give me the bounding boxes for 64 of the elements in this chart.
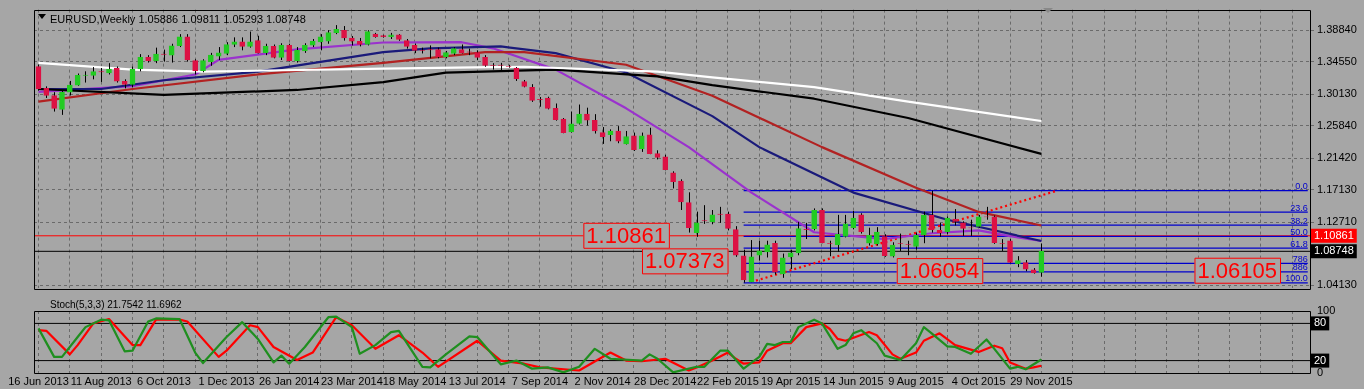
x-tick-label: 29 Nov 2015 (1010, 374, 1073, 387)
ref-line-label: 1.08748 (1314, 244, 1354, 257)
candlestick (811, 207, 817, 231)
y-tick-label: 1.12710 (1317, 215, 1357, 228)
x-tick-label: 7 Sep 2014 (511, 374, 569, 387)
series-label: 886 (1292, 262, 1308, 273)
candlestick (921, 211, 927, 244)
x-tick-label: 9 Aug 2015 (888, 374, 944, 387)
candlestick (631, 132, 637, 152)
x-tick-label: 19 Apr 2015 (760, 374, 821, 387)
candlestick (874, 226, 880, 247)
y-tick-label: 1.30130 (1317, 87, 1357, 100)
series-label: 100.0 (1285, 273, 1308, 284)
ref-line-label: 80 (1314, 316, 1327, 329)
candlestick (638, 132, 645, 153)
candlestick (591, 113, 598, 135)
series-label: 786 (1292, 253, 1308, 264)
series-label: 23.6 (1290, 202, 1308, 213)
annotation: 1.10861 (586, 222, 666, 248)
x-tick-label: 18 May 2014 (382, 374, 447, 387)
candlestick (858, 212, 864, 235)
y-tick-label: 1.25840 (1317, 118, 1357, 131)
series-label: 61.8 (1290, 238, 1308, 249)
candlestick (678, 178, 684, 211)
series-label: 38.2 (1290, 215, 1308, 226)
series-label: 0.0 (1295, 181, 1308, 192)
x-tick-label: 14 Jun 2015 (823, 374, 884, 387)
x-tick-label: 26 Jan 2014 (258, 374, 320, 387)
x-tick-label: 11 Aug 2013 (70, 374, 132, 387)
x-tick-label: 4 Oct 2015 (951, 374, 1006, 387)
y-tick-label: 0 (1317, 366, 1324, 379)
candlestick (685, 191, 692, 234)
candlestick (59, 90, 65, 116)
ref-line-label: 20 (1314, 353, 1327, 366)
y-tick-label: 100 (1317, 304, 1336, 317)
x-tick-label: 16 Jun 2013 (8, 374, 69, 387)
annotation: 1.06054 (899, 258, 980, 284)
candlestick (168, 43, 175, 64)
y-tick-label: 1.21420 (1317, 151, 1357, 164)
ref-line-label: 1.10861 (1314, 228, 1354, 241)
candlestick (928, 190, 935, 234)
x-tick-label: 28 Dec 2014 (634, 374, 697, 387)
x-tick-label: 22 Feb 2015 (697, 374, 759, 387)
y-tick-label: 1.17130 (1317, 182, 1357, 195)
candlestick (725, 211, 731, 231)
annotation: 1.06105 (1197, 257, 1278, 283)
series-label: 50.0 (1290, 226, 1308, 237)
x-tick-label: 13 Jul 2014 (448, 374, 506, 387)
chart-title: EURUSD,Weekly 1.05886 1.09811 1.05293 1.08748 (50, 12, 306, 25)
x-tick-label: 6 Oct 2013 (136, 374, 191, 387)
candlestick (779, 253, 786, 279)
y-tick-label: 1.34550 (1317, 54, 1357, 67)
annotation: 1.07373 (644, 248, 725, 274)
candlestick (850, 210, 857, 230)
candlestick (51, 91, 57, 113)
candlestick (537, 96, 543, 108)
y-tick-label: 1.04130 (1317, 278, 1357, 291)
x-tick-label: 1 Dec 2013 (198, 374, 255, 387)
candlestick (803, 222, 810, 240)
y-tick-label: 1.38840 (1317, 23, 1357, 36)
chart-title: Stoch(5,3,3) 21.7542 11.6962 (50, 298, 183, 310)
candlestick (568, 111, 575, 134)
x-tick-label: 23 Mar 2014 (321, 374, 383, 387)
x-tick-label: 2 Nov 2014 (574, 374, 631, 387)
